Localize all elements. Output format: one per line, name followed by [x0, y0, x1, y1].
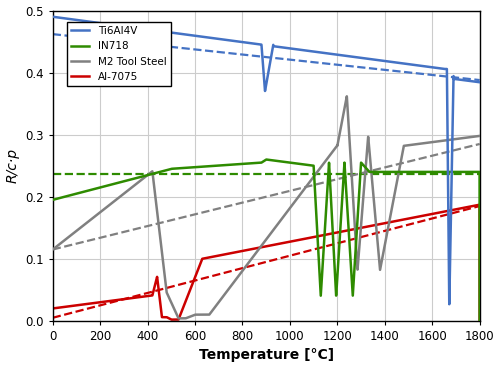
Y-axis label: R/c·p: R/c·p [6, 148, 20, 183]
X-axis label: Temperature [°C]: Temperature [°C] [198, 348, 334, 362]
Legend: Ti6Al4V, IN718, M2 Tool Steel, Al-7075: Ti6Al4V, IN718, M2 Tool Steel, Al-7075 [66, 22, 170, 86]
